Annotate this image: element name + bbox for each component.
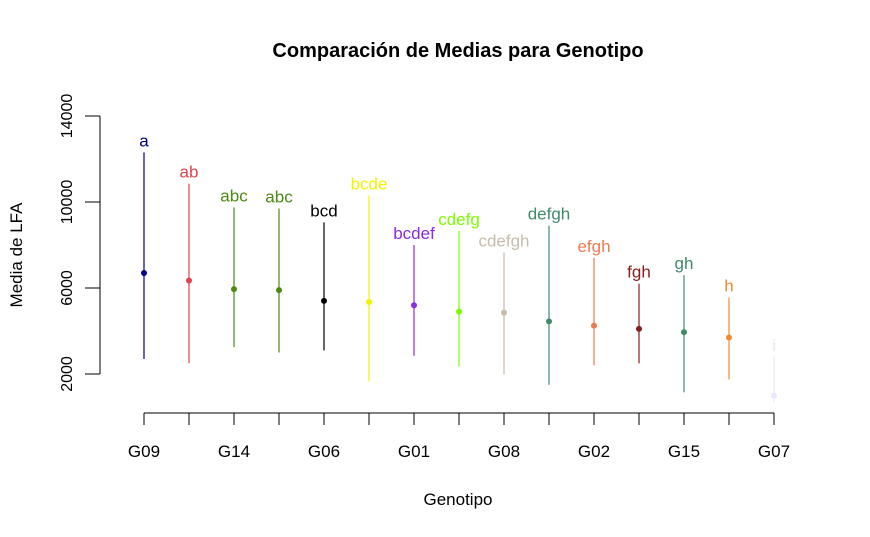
- mean-point: [366, 298, 372, 305]
- mean-point: [636, 325, 642, 332]
- group-letter-label: gh: [675, 254, 694, 273]
- x-axis-title: Genotipo: [424, 490, 493, 509]
- group-letter-label: abc: [220, 186, 248, 205]
- mean-point: [456, 308, 462, 315]
- group-letter-label: a: [139, 132, 149, 151]
- x-tick-label: G02: [578, 442, 610, 461]
- group-letter-label: bcde: [351, 175, 388, 194]
- x-tick-label: G09: [128, 442, 160, 461]
- mean-point: [681, 329, 687, 336]
- mean-point: [726, 334, 732, 341]
- x-tick-label: G06: [308, 442, 340, 461]
- y-tick-label: 6000: [59, 270, 76, 306]
- group-letter-label: bcdef: [393, 224, 435, 243]
- group-letter-label: ab: [180, 163, 199, 182]
- mean-point: [411, 302, 417, 309]
- mean-point: [141, 269, 147, 276]
- mean-point: [501, 309, 507, 316]
- group-letter-label: efgh: [577, 237, 610, 256]
- y-tick-label: 2000: [59, 356, 76, 392]
- group-letter-label: fgh: [627, 263, 651, 282]
- mean-point: [771, 392, 777, 399]
- y-tick-label: 14000: [59, 94, 76, 139]
- x-tick-label: G14: [218, 442, 250, 461]
- chart-title: Comparación de Medias para Genotipo: [272, 40, 643, 62]
- mean-point: [321, 297, 327, 304]
- group-letter-label: abc: [265, 187, 293, 206]
- group-letter-label: h: [724, 277, 733, 296]
- x-tick-label: G15: [668, 442, 700, 461]
- group-letter-label: cdefg: [438, 210, 480, 229]
- x-tick-label: G01: [398, 442, 430, 461]
- group-letter-label: i: [772, 336, 776, 355]
- group-letter-label: cdefgh: [478, 232, 529, 251]
- mean-point: [186, 277, 192, 284]
- mean-point: [546, 318, 552, 325]
- y-tick-label: 10000: [59, 180, 76, 225]
- y-axis-title: Media de LFA: [7, 202, 26, 308]
- x-tick-label: G07: [758, 442, 790, 461]
- x-axis: G09 G14 G06 G01 G08 G02 G15 G07: [128, 412, 790, 461]
- mean-point: [276, 287, 282, 294]
- x-tick-label: G08: [488, 442, 520, 461]
- y-axis: 2000 6000 10000 14000: [59, 94, 101, 392]
- group-letter-label: bcd: [310, 201, 337, 220]
- group-letter-label: defgh: [528, 205, 571, 224]
- mean-point: [591, 322, 597, 329]
- mean-point: [231, 286, 237, 293]
